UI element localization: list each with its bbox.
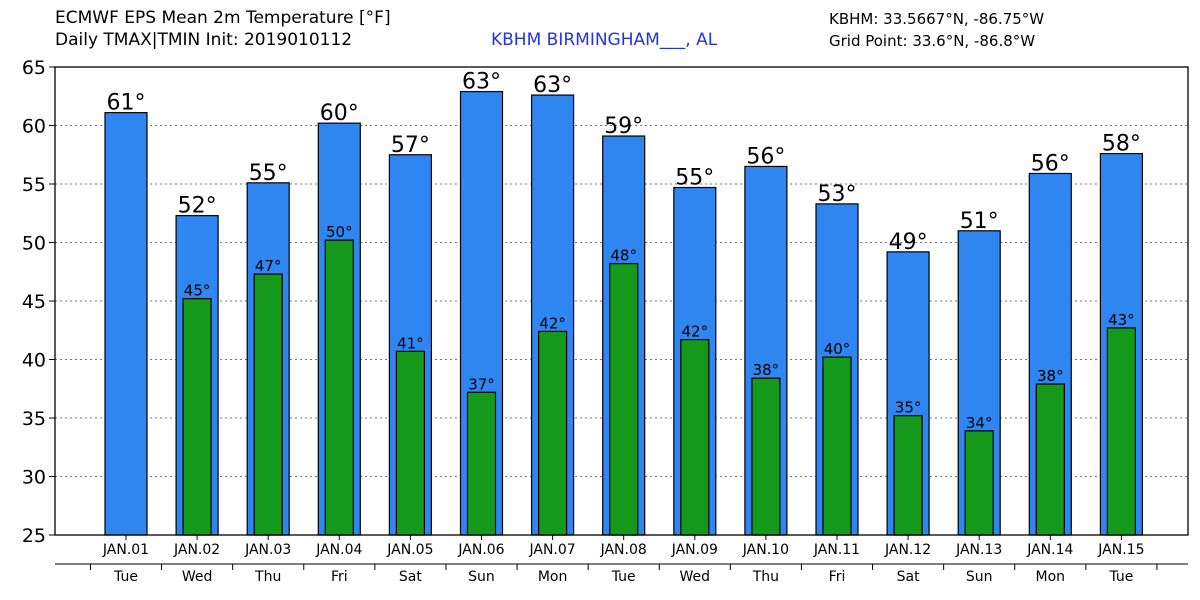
x-weekday-label: Wed (680, 569, 711, 585)
tmax-label: 53° (818, 182, 857, 207)
station-name: KBHM BIRMINGHAM___, AL (491, 30, 718, 50)
tmin-label: 35° (895, 399, 922, 417)
y-tick-label: 30 (22, 467, 46, 489)
y-tick-label: 40 (22, 350, 46, 372)
tmin-bar (537, 330, 568, 536)
bars (104, 90, 1144, 536)
y-tick-label: 65 (22, 57, 46, 79)
tmax-label: 60° (320, 101, 359, 126)
x-date-label: JAN.09 (671, 542, 718, 558)
chart-subtitle: Daily TMAX|TMIN Init: 2019010112 (55, 30, 353, 50)
tmax-label: 52° (178, 194, 217, 219)
tmin-label: 43° (1108, 311, 1135, 329)
tmax-label: 49° (889, 230, 928, 255)
tmin-label: 48° (610, 247, 637, 265)
x-weekday-label: Tue (611, 569, 636, 585)
tmin-label: 38° (753, 361, 780, 379)
x-date-label: JAN.14 (1026, 542, 1073, 558)
tmax-bar (104, 112, 148, 536)
x-weekday-label: Fri (829, 569, 846, 585)
tmin-label: 40° (824, 340, 851, 358)
tmin-bar (182, 298, 212, 536)
tmax-label: 56° (746, 144, 785, 169)
y-tick-label: 45 (22, 291, 46, 313)
tmax-label: 61° (107, 91, 146, 116)
tmin-bar (1106, 327, 1137, 536)
tmin-bar (253, 273, 283, 536)
tmin-bar (609, 262, 639, 536)
tmin-label: 45° (184, 282, 211, 300)
tmin-bar (466, 391, 497, 536)
y-tick-label: 60 (22, 116, 46, 138)
x-weekday-label: Wed (182, 569, 213, 585)
y-tick-label: 55 (22, 174, 46, 196)
x-weekday-label: Sat (399, 569, 422, 585)
tmin-bar (893, 415, 923, 536)
x-date-label: JAN.04 (315, 542, 362, 558)
tmin-bar (324, 239, 354, 536)
y-tick-label: 35 (22, 408, 46, 430)
tmin-bar (1035, 383, 1065, 536)
tmax-label: 55° (675, 166, 714, 191)
x-date-label: JAN.15 (1097, 542, 1144, 558)
tmax-label: 56° (1031, 151, 1070, 176)
y-axis: 25 30 35 40 45 50 55 60 65 (22, 57, 55, 547)
tmin-bar (822, 356, 852, 536)
tmin-bar (395, 350, 425, 536)
tmin-label: 37° (468, 375, 495, 393)
tmin-label: 42° (682, 323, 709, 341)
x-weekday-label: Mon (1036, 569, 1066, 585)
x-date-label: JAN.11 (813, 542, 860, 558)
grid-point: Grid Point: 33.6°N, -86.8°W (829, 32, 1036, 50)
x-date-label: JAN.07 (528, 542, 575, 558)
tmin-label: 41° (397, 334, 424, 352)
x-weekday-label: Sun (468, 569, 495, 585)
x-date-label: JAN.08 (600, 542, 647, 558)
tmax-label: 59° (604, 114, 643, 139)
tmin-bar (751, 377, 781, 536)
station-coordinates: KBHM: 33.5667°N, -86.75°W (829, 10, 1045, 28)
tmax-label: 55° (249, 161, 288, 186)
x-date-label: JAN.02 (173, 542, 220, 558)
data-labels: 61° 52° 45° 55° 47° 60° 50° 57° 41° 63° 37° 63° 42° 5… (107, 70, 1141, 432)
x-date-label: JAN.03 (244, 542, 291, 558)
tmax-label: 57° (391, 133, 430, 158)
chart-title: ECMWF EPS Mean 2m Temperature [°F] (55, 8, 391, 28)
x-date-label: JAN.13 (955, 542, 1002, 558)
y-tick-label: 50 (22, 233, 46, 255)
x-weekday-label: Tue (113, 569, 138, 585)
tmax-label: 58° (1102, 132, 1141, 157)
x-weekday-label: Fri (331, 569, 348, 585)
x-date-label: JAN.05 (386, 542, 433, 558)
x-axis: JAN.01 Tue JAN.02 Wed JAN.03 Thu JAN.04 Fri JAN.… (55, 535, 1188, 585)
x-weekday-label: Sat (897, 569, 920, 585)
tmin-label: 34° (966, 414, 993, 432)
tmin-label: 42° (539, 314, 566, 332)
x-weekday-label: Sun (966, 569, 993, 585)
x-weekday-label: Thu (752, 569, 779, 585)
tmin-bar (964, 430, 994, 536)
x-date-label: JAN.06 (457, 542, 504, 558)
tmax-label: 63° (533, 73, 572, 98)
tmin-label: 50° (326, 223, 353, 241)
tmin-bar (680, 339, 710, 536)
tmin-label: 38° (1037, 367, 1064, 385)
tmax-label: 51° (960, 209, 999, 234)
x-weekday-label: Mon (538, 569, 568, 585)
x-date-label: JAN.12 (884, 542, 931, 558)
x-weekday-label: Tue (1108, 569, 1133, 585)
x-date-label: JAN.10 (742, 542, 789, 558)
tmin-label: 47° (255, 257, 282, 275)
x-date-label: JAN.01 (102, 542, 149, 558)
x-weekday-label: Thu (254, 569, 281, 585)
y-tick-label: 25 (22, 525, 46, 547)
tmax-label: 63° (462, 70, 501, 95)
